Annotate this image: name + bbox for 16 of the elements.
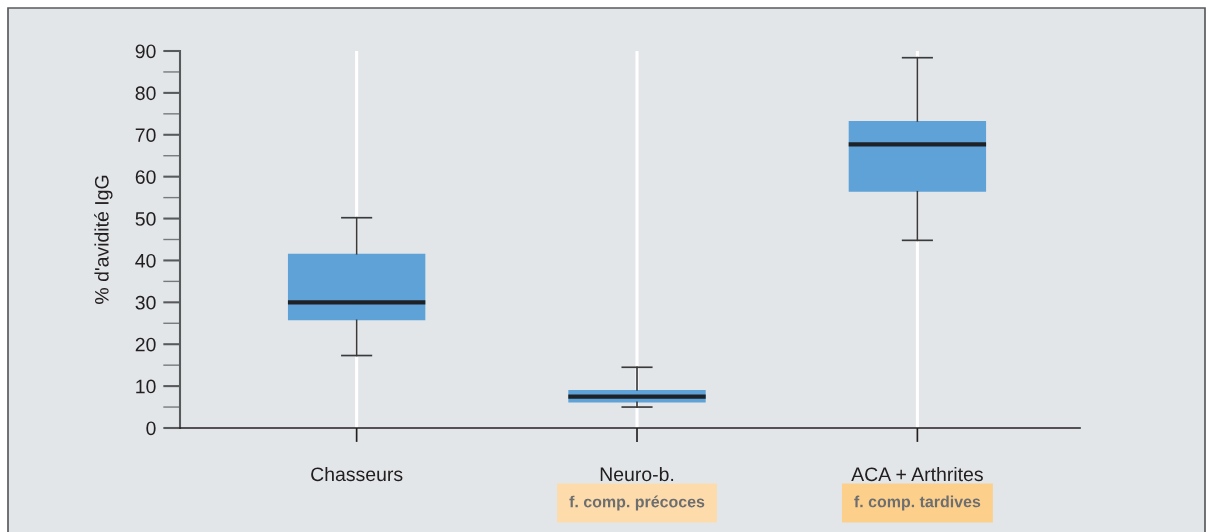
y-tick-label: 70 bbox=[135, 128, 156, 143]
y-tick-label: 60 bbox=[135, 170, 156, 184]
x-tick-label: ACA + Arthrites bbox=[851, 466, 983, 482]
y-tick-label: 30 bbox=[135, 295, 156, 310]
x-tick-label: Neuro-b. bbox=[600, 466, 674, 482]
text: f. comp. tardives bbox=[854, 495, 981, 511]
y-tick-label: 80 bbox=[135, 86, 156, 101]
text: f. comp. précoces bbox=[569, 495, 705, 511]
y-tick-label: 10 bbox=[136, 379, 156, 394]
y-tick-label: 50 bbox=[135, 212, 156, 226]
x-tick-label: Chasseurs bbox=[311, 466, 403, 482]
y-tick-label: 20 bbox=[135, 337, 156, 352]
y-tick-label: 40 bbox=[135, 253, 156, 268]
y-tick-label: 0 bbox=[146, 421, 156, 436]
y-axis-title: % d'avidité IgG bbox=[94, 175, 113, 304]
y-tick-label: 90 bbox=[135, 44, 156, 59]
